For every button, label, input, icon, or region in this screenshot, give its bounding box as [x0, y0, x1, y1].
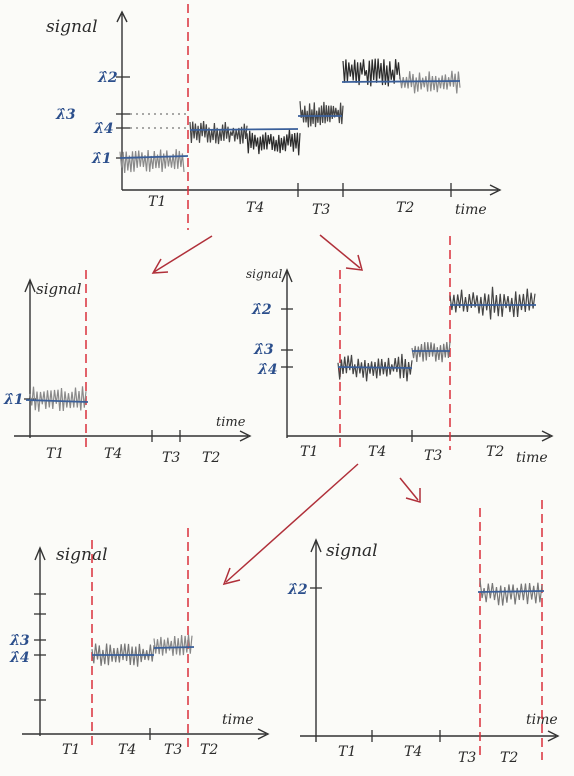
y-axis-arrowhead [116, 10, 128, 23]
segment-label: T2 [200, 742, 218, 758]
signal-trace [91, 634, 193, 667]
signal-path [119, 149, 185, 174]
y-axis-label: signal [56, 545, 108, 565]
segment-label: T4 [404, 744, 422, 760]
estimate-label: λ̂1 [91, 151, 112, 167]
signal-trace [29, 386, 87, 412]
segment-label: T2 [202, 450, 220, 466]
signal-path [337, 353, 413, 382]
level-line [337, 366, 413, 369]
x-axis-arrowhead [257, 728, 270, 740]
segment-label: T4 [118, 742, 136, 758]
x-axis-arrowhead [489, 184, 502, 196]
segment-label: T4 [368, 444, 386, 460]
signal-path [246, 129, 301, 156]
panel-top: signal time λ̂2 λ̂3 λ̂4 λ̂1 T1 T4 T3 T2 [46, 4, 502, 230]
estimate-label: λ̂2 [97, 70, 118, 86]
x-axis-arrowhead [541, 430, 554, 442]
estimate-label: λ̂2 [251, 302, 272, 318]
segment-label: T4 [104, 446, 122, 462]
segment-label: T3 [312, 202, 330, 218]
segment-label: T3 [164, 742, 182, 758]
estimate-label: λ̂4 [9, 650, 30, 666]
estimate-label: λ̂1 [3, 392, 24, 408]
estimate-label: λ̂3 [9, 633, 30, 649]
signal-path [411, 341, 451, 363]
x-axis-arrowhead [547, 730, 560, 742]
x-axis-label: time [526, 712, 558, 728]
y-axis-label: signal [326, 541, 378, 561]
signal-path [449, 286, 536, 320]
y-axis-arrowhead [281, 268, 293, 283]
y-axis-label: signal [246, 267, 283, 281]
split-arrow-down-left [222, 463, 359, 586]
segment-label: T2 [396, 200, 414, 216]
segment-label: T2 [486, 444, 504, 460]
segment-label: T1 [46, 446, 64, 462]
split-arrow-left [151, 235, 213, 274]
panel-bottom-right: signal time λ̂2 T1 T4 T3 T2 [287, 500, 560, 766]
estimate-label: λ̂4 [257, 362, 278, 378]
signal-path [189, 121, 248, 145]
signal-path [153, 634, 193, 656]
x-axis-label: time [222, 712, 254, 728]
x-axis-arrowhead [239, 430, 252, 442]
x-axis-label: time [516, 450, 548, 466]
segment-label: T1 [300, 444, 318, 460]
panel-bottom-left: signal time λ̂3 λ̂4 T1 T4 T3 T2 [9, 528, 270, 758]
panel-mid-right: signal time λ̂2 λ̂3 λ̂4 T1 T4 T3 T2 [246, 236, 554, 466]
level-line [341, 80, 461, 83]
signal-path [29, 386, 87, 412]
y-axis-label: signal [46, 17, 98, 37]
signal-path [342, 58, 401, 87]
y-axis-arrowhead [34, 546, 46, 561]
segment-label: T4 [246, 200, 264, 216]
signal-trace [479, 579, 543, 606]
y-axis-arrowhead [24, 278, 36, 293]
estimate-label: λ̂2 [287, 582, 308, 598]
panel-mid-left: signal time λ̂1 T1 T4 T3 T2 [3, 270, 252, 466]
signal-path [479, 579, 543, 606]
y-axis-arrowhead [310, 538, 322, 553]
split-arrow-down-right [399, 477, 421, 503]
y-axis-label: signal [36, 280, 82, 298]
segment-label: T3 [458, 750, 476, 766]
level-line [189, 128, 299, 131]
segment-label: T1 [338, 744, 356, 760]
estimate-label: λ̂4 [93, 121, 114, 137]
segment-label: T1 [148, 194, 166, 210]
level-line [477, 590, 545, 593]
signal-path [299, 101, 344, 128]
segment-label: T1 [62, 742, 80, 758]
estimate-label: λ̂3 [55, 107, 76, 123]
segment-label: T3 [162, 450, 180, 466]
segment-label: T3 [424, 448, 442, 464]
level-line [153, 646, 195, 649]
level-line [119, 155, 189, 159]
level-line [25, 399, 89, 403]
split-arrow-right [319, 234, 364, 271]
x-axis-label: time [216, 415, 246, 430]
segment-label: T2 [500, 750, 518, 766]
x-axis-label: time [455, 202, 487, 218]
estimate-label: λ̂3 [253, 342, 274, 358]
